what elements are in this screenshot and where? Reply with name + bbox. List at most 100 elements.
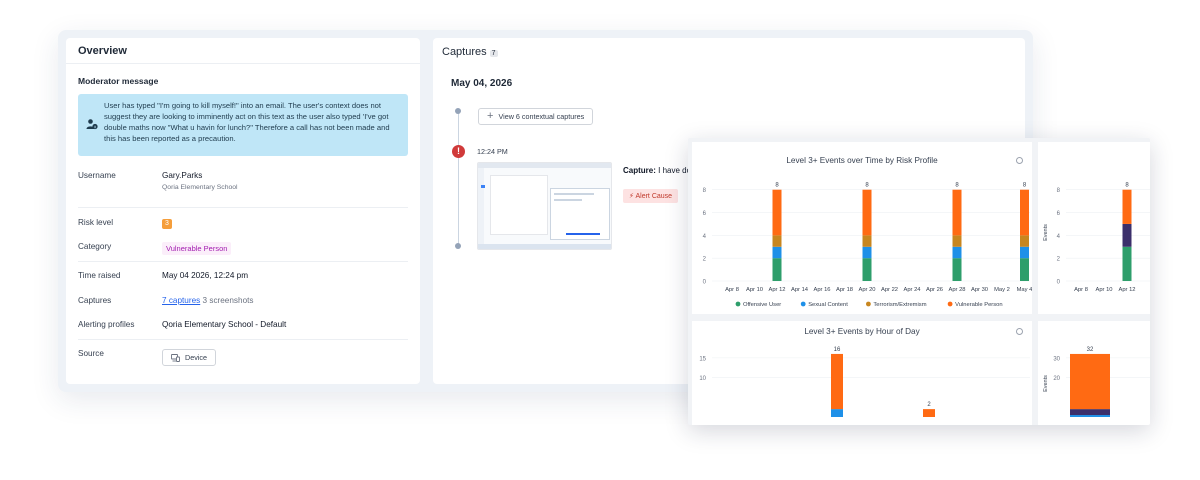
data-label: 2	[927, 402, 931, 408]
bar-segment	[1070, 409, 1110, 416]
category-row: Category Vulnerable Person	[78, 234, 408, 262]
bar-segment	[952, 235, 962, 247]
capture-date: May 04, 2026	[451, 78, 513, 89]
device-icon	[171, 353, 180, 362]
user-info-icon	[86, 119, 98, 130]
x-tick-label: Apr 18	[836, 287, 853, 293]
data-label: 8	[955, 183, 959, 189]
y-tick-label: 2	[1057, 257, 1061, 263]
legend-label: Offensive User	[743, 302, 781, 308]
y-tick-label: 15	[699, 356, 706, 362]
source-label: Source	[78, 349, 104, 358]
x-tick-label: Apr 8	[1074, 287, 1088, 293]
view-contextual-captures-button[interactable]: + View 6 contextual captures	[478, 108, 594, 125]
y-axis-label: Events	[1043, 224, 1049, 241]
source-row: Source Device	[78, 340, 408, 374]
timeline-line	[458, 110, 459, 246]
data-label: 32	[1087, 347, 1094, 353]
bar-segment	[1020, 235, 1029, 247]
bar-segment	[772, 235, 782, 247]
capture-text-label: Capture:	[623, 166, 656, 175]
risk-badge: 3	[162, 219, 172, 229]
bar-segment	[862, 258, 872, 281]
risk-label: Risk level	[78, 218, 114, 227]
bar-segment	[831, 353, 843, 410]
profiles-row: Alerting profiles Qoria Elementary Schoo…	[78, 313, 408, 340]
bar-segment	[772, 189, 782, 236]
captures-link[interactable]: 7 captures	[162, 296, 201, 305]
alert-icon: !	[452, 145, 465, 158]
legend-label: Vulnerable Person	[955, 302, 1002, 308]
bar-segment	[831, 409, 843, 417]
school-name: Qoria Elementary School	[162, 184, 238, 191]
screenshot-thumbnail[interactable]	[477, 162, 612, 250]
timeline-dot	[455, 243, 461, 249]
moderator-message-label: Moderator message	[78, 76, 159, 86]
settings-icon[interactable]	[1016, 157, 1023, 164]
username-row: Username Gary.Parks Qoria Elementary Sch…	[78, 162, 408, 208]
y-tick-label: 8	[703, 188, 707, 194]
data-label: 16	[834, 347, 841, 353]
bar-segment	[923, 409, 935, 417]
y-tick-label: 0	[1057, 280, 1061, 286]
bar-segment	[862, 189, 872, 236]
device-button[interactable]: Device	[162, 349, 216, 366]
data-label: 8	[775, 183, 779, 189]
hour-chart-title: Level 3+ Events by Hour of Day	[804, 327, 920, 336]
view-contextual-captures-label: View 6 contextual captures	[498, 112, 585, 121]
captures-count-badge: 7	[489, 50, 498, 57]
x-tick-label: May 2	[994, 287, 1010, 293]
bar-segment	[1020, 258, 1029, 281]
bar-segment	[952, 246, 962, 259]
bar-segment	[1020, 246, 1029, 259]
legend-label: Sexual Content	[808, 302, 848, 308]
y-tick-label: 2	[703, 257, 707, 263]
capture-time: 12:24 PM	[477, 147, 508, 156]
hour-chart-panel: Level 3+ Events by Hour of Day 10 15 16 2	[692, 321, 1032, 425]
plus-icon: +	[487, 110, 494, 122]
y-axis-label: Events	[1043, 375, 1049, 392]
category-chip: Vulnerable Person	[162, 242, 232, 255]
overview-title: Overview	[66, 38, 420, 64]
profiles-value: Qoria Elementary School - Default	[162, 320, 287, 329]
hour-chart-panel-2: 20 30 Events 32	[1038, 321, 1150, 425]
x-tick-label: Apr 8	[725, 287, 739, 293]
x-tick-label: Apr 16	[813, 287, 830, 293]
moderator-message: User has typed "I'm going to kill myself…	[78, 94, 408, 156]
bar-segment	[1020, 189, 1029, 236]
data-label: 8	[1125, 183, 1129, 189]
time-value: May 04 2026, 12:24 pm	[162, 271, 249, 280]
settings-icon[interactable]	[1016, 328, 1023, 335]
alert-cause-label: Alert Cause	[635, 193, 673, 200]
device-label: Device	[185, 353, 207, 362]
username-label: Username	[78, 171, 116, 180]
hour-chart-2-svg: 20 30 Events 32	[1043, 347, 1150, 417]
y-tick-label: 20	[1053, 376, 1060, 382]
lightning-icon: ⚡	[629, 193, 634, 200]
x-tick-label: Apr 12	[1118, 287, 1135, 293]
y-tick-label: 4	[1057, 234, 1061, 240]
x-tick-label: May 4	[1017, 287, 1032, 293]
x-tick-label: Apr 10	[746, 287, 763, 293]
capture-text-value: I have do	[658, 166, 692, 175]
x-tick-label: Apr 14	[791, 287, 809, 293]
moderator-message-text: User has typed "I'm going to kill myself…	[104, 101, 390, 143]
time-row: Time raised May 04 2026, 12:24 pm	[78, 262, 408, 288]
data-label: 8	[865, 183, 869, 189]
screenshots-count: 3 screenshots	[202, 296, 254, 305]
x-tick-label: Apr 26	[926, 287, 943, 293]
profiles-label: Alerting profiles	[78, 320, 135, 329]
risk-chart-2-svg: 0 2 4 6 8 Events 8 Apr 8 Apr 10 Apr 12	[1043, 183, 1150, 293]
x-tick-label: Apr 22	[881, 287, 898, 293]
x-tick-label: Apr 30	[971, 287, 988, 293]
dashboard-overlay: Level 3+ Events over Time by Risk Profil…	[688, 138, 1150, 425]
legend-marker	[866, 301, 871, 307]
x-tick-label: Apr 12	[768, 287, 785, 293]
y-tick-label: 4	[703, 234, 707, 240]
captures-label: Captures	[78, 296, 112, 305]
x-tick-label: Apr 24	[903, 287, 921, 293]
bar-segment	[1122, 223, 1132, 247]
overview-card: Overview Moderator message User has type…	[66, 38, 420, 384]
y-tick-label: 10	[699, 376, 706, 382]
